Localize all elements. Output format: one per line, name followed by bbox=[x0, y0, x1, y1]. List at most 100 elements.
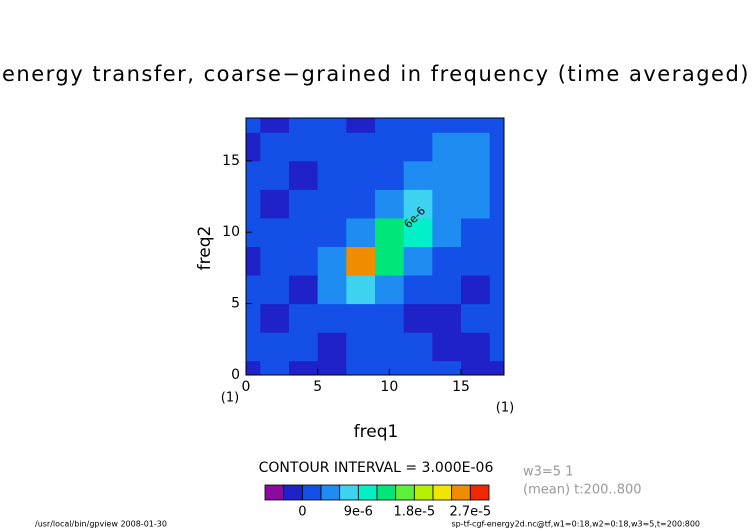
contour-cell bbox=[489, 303, 505, 333]
contour-cell bbox=[289, 132, 319, 162]
contour-cell bbox=[403, 132, 433, 162]
contour-cell bbox=[346, 118, 376, 133]
contour-cell bbox=[489, 118, 505, 133]
footer-right: sp-tf-cgf-energy2d.nc@tf,w1=0:18,w2=0:18… bbox=[451, 520, 700, 529]
contour-cell bbox=[461, 275, 491, 305]
contour-cell bbox=[246, 132, 261, 162]
contour-cell bbox=[260, 246, 290, 276]
contour-cell bbox=[260, 275, 290, 305]
x-axis-label: freq1 bbox=[354, 422, 399, 442]
contour-cell bbox=[403, 303, 433, 333]
contour-cell bbox=[432, 217, 462, 247]
contour-cell bbox=[461, 303, 491, 333]
x-unit: (1) bbox=[496, 401, 514, 416]
contour-cell bbox=[432, 360, 462, 376]
contour-cell bbox=[461, 132, 491, 162]
contour-cell bbox=[260, 332, 290, 362]
x-tick-label: 15 bbox=[452, 379, 470, 395]
contour-cell bbox=[346, 360, 376, 376]
contour-cell bbox=[260, 303, 290, 333]
contour-cell bbox=[246, 118, 261, 133]
contour-cell bbox=[317, 246, 347, 276]
contour-cell bbox=[317, 360, 347, 376]
contour-cell bbox=[375, 132, 405, 162]
contour-cell bbox=[246, 360, 261, 376]
contour-cell bbox=[375, 303, 405, 333]
colorbar-label: 0 bbox=[298, 505, 306, 520]
colorbar-box bbox=[376, 484, 397, 501]
contour-cell bbox=[246, 332, 261, 362]
contour-cell bbox=[346, 303, 376, 333]
contour-cell bbox=[489, 275, 505, 305]
contour-cell bbox=[246, 246, 261, 276]
colorbar-label: 9e-6 bbox=[344, 505, 373, 520]
colorbar-box bbox=[357, 484, 378, 501]
contour-cell bbox=[289, 360, 319, 376]
contour-cell bbox=[489, 189, 505, 219]
y-unit: (1) bbox=[221, 391, 239, 406]
contour-cell bbox=[432, 332, 462, 362]
contour-cell bbox=[432, 246, 462, 276]
contour-cell bbox=[403, 160, 433, 190]
info-line: (mean) t:200..800 bbox=[523, 483, 642, 498]
colorbar-box bbox=[413, 484, 434, 501]
contour-cell bbox=[317, 275, 347, 305]
contour-cell bbox=[375, 360, 405, 376]
contour-cell bbox=[346, 246, 376, 276]
contour-cell bbox=[375, 189, 405, 219]
contour-cell bbox=[489, 360, 505, 376]
contour-cell bbox=[317, 160, 347, 190]
contour-cell bbox=[489, 160, 505, 190]
contour-cell bbox=[246, 160, 261, 190]
contour-cell bbox=[489, 246, 505, 276]
contour-cell bbox=[317, 118, 347, 133]
contour-cell bbox=[289, 217, 319, 247]
contour-cell bbox=[432, 118, 462, 133]
contour-cell bbox=[317, 132, 347, 162]
y-tick-label: 0 bbox=[231, 367, 240, 383]
contour-cell bbox=[317, 332, 347, 362]
y-tick-label: 10 bbox=[222, 224, 240, 240]
contour-cell bbox=[317, 217, 347, 247]
colorbar-box bbox=[301, 484, 322, 501]
contour-cell bbox=[260, 160, 290, 190]
contour-cell bbox=[289, 118, 319, 133]
contour-cell bbox=[375, 217, 405, 247]
y-tick-label: 5 bbox=[231, 296, 240, 312]
contour-cell bbox=[461, 118, 491, 133]
colorbar-box bbox=[432, 484, 453, 501]
y-tick-label: 15 bbox=[222, 153, 240, 169]
contour-cell bbox=[289, 246, 319, 276]
contour-cell bbox=[432, 160, 462, 190]
colorbar-box bbox=[339, 484, 359, 501]
contour-cell bbox=[403, 332, 433, 362]
contour-cell bbox=[246, 275, 261, 305]
contour-cell bbox=[375, 332, 405, 362]
contour-cell bbox=[260, 217, 290, 247]
plot-frame bbox=[245, 117, 505, 376]
contour-cell bbox=[403, 246, 433, 276]
contour-cell bbox=[317, 303, 347, 333]
contour-cell bbox=[461, 189, 491, 219]
contour-cell bbox=[346, 217, 376, 247]
y-axis-label: freq2 bbox=[195, 226, 215, 271]
contour-cell bbox=[403, 360, 433, 376]
chart-title: energy transfer, coarse−grained in frequ… bbox=[2, 62, 750, 86]
contour-cell bbox=[403, 118, 433, 133]
contour-cell bbox=[317, 189, 347, 219]
contour-cell bbox=[461, 360, 491, 376]
contour-cell bbox=[461, 332, 491, 362]
contour-cell bbox=[246, 303, 261, 333]
contour-cell bbox=[489, 217, 505, 247]
contour-cell bbox=[260, 189, 290, 219]
contour-cell bbox=[461, 246, 491, 276]
contour-cell bbox=[375, 275, 405, 305]
colorbar-box bbox=[469, 484, 490, 501]
x-tick-label: 5 bbox=[313, 379, 322, 395]
contour-cell bbox=[432, 132, 462, 162]
contour-cell bbox=[246, 217, 261, 247]
contour-cell bbox=[375, 246, 405, 276]
contour-cell bbox=[260, 118, 290, 133]
